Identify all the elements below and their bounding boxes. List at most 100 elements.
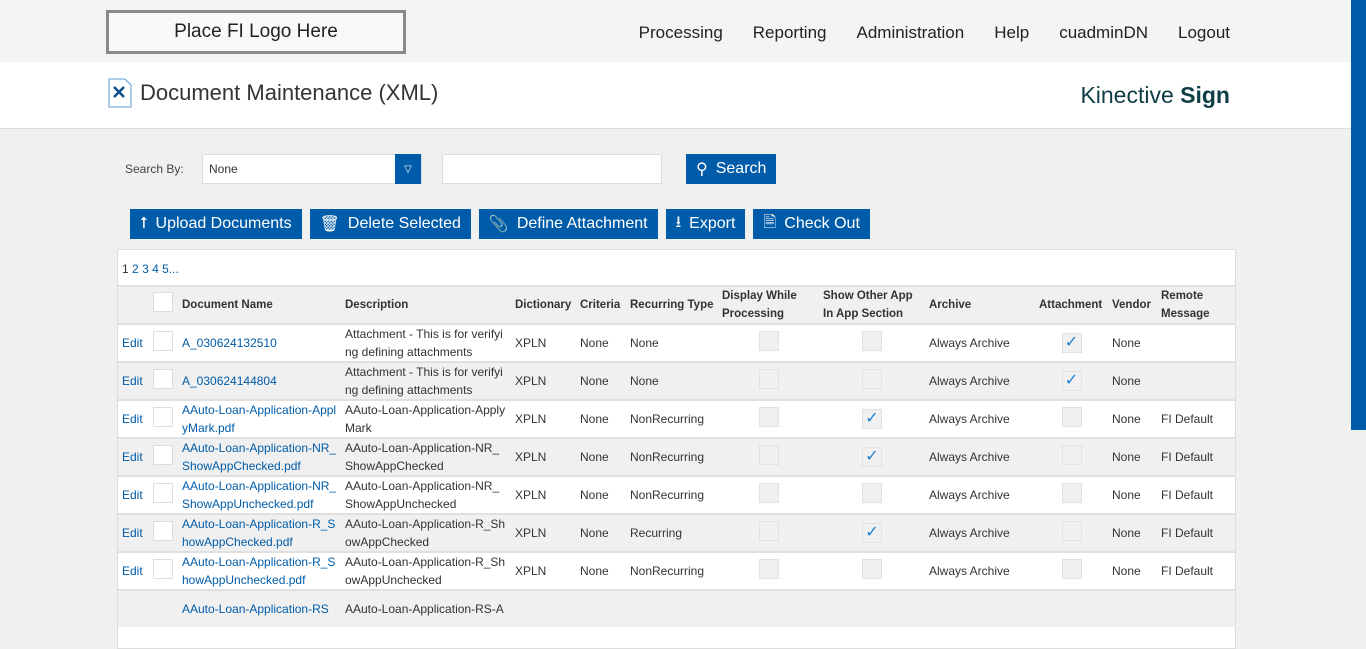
display-while-processing-checkbox [758,406,779,427]
col-description[interactable]: Description [341,285,511,324]
row-select-checkbox[interactable] [153,368,173,389]
row-select-checkbox[interactable] [153,330,173,351]
show-other-app-checkbox [862,482,882,503]
col-remote-message[interactable]: Remote Message [1157,285,1235,324]
check-out-button[interactable]: 🗎 Check Out [753,209,870,239]
nav-processing[interactable]: Processing [638,23,723,42]
document-name-link[interactable]: AAuto-Loan-Application-R_ShowAppUnchecke… [182,555,336,587]
define-attachment-button[interactable]: 📎 Define Attachment [478,209,658,239]
nav-help[interactable]: Help [994,23,1030,42]
page-2[interactable]: 2 [132,262,139,276]
attachment-checkbox [1061,520,1082,541]
table-header: Document Name Description Dictionary Cri… [118,285,1235,324]
col-recurring-type[interactable]: Recurring Type [626,285,718,324]
nav-reporting[interactable]: Reporting [752,23,827,42]
criteria: None [576,475,626,514]
edit-link[interactable]: Edit [122,564,143,578]
edit-link[interactable]: Edit [122,526,143,540]
recurring-type: Recurring [626,513,718,552]
description: Attachment - This is for verifying defin… [341,323,511,362]
row-select-checkbox[interactable] [153,520,173,541]
recurring-type: NonRecurring [626,475,718,514]
delete-selected-button[interactable]: 🗑 Delete Selected [309,209,471,239]
document-name-link[interactable]: A_030624132510 [182,336,277,350]
page-1[interactable]: 1 [122,262,129,276]
edit-link[interactable]: Edit [122,450,143,464]
col-document-name[interactable]: Document Name [178,285,341,324]
dictionary: XPLN [511,437,576,476]
col-archive[interactable]: Archive [925,285,1035,324]
description: AAuto-Loan-Application-RS-A [341,589,511,627]
document-name-link[interactable]: A_030624144804 [182,374,277,388]
search-input[interactable] [442,154,662,184]
document-name-link[interactable]: AAuto-Loan-Application-R_ShowAppChecked.… [182,517,336,549]
search-button[interactable]: ⚲ Search [686,154,777,184]
search-by-select[interactable]: None ▽ [202,154,422,184]
description: AAuto-Loan-Application-R_ShowAppChecked [341,513,511,552]
main-nav: Processing Reporting Administration Help… [639,23,1230,43]
criteria [576,589,626,627]
remote-message [1157,323,1235,362]
recurring-type: None [626,361,718,400]
col-dictionary[interactable]: Dictionary [511,285,576,324]
brand-logo: Kinective Sign [1080,82,1230,108]
search-by-label: Search By: [125,162,184,176]
paperclip-icon: 📎 [488,216,509,233]
page-title: Document Maintenance (XML) [140,80,439,105]
select-all-checkbox[interactable] [153,292,173,312]
row-select-checkbox[interactable] [153,482,173,503]
table-row: Edit AAuto-Loan-Application-R_ShowAppUnc… [118,551,1235,590]
edit-link[interactable]: Edit [122,488,143,502]
attachment-checkbox [1061,406,1082,427]
col-attachment[interactable]: Attachment [1035,285,1108,324]
page-5[interactable]: 5 [162,262,169,276]
document-name-link[interactable]: AAuto-Loan-Application-ApplyMark.pdf [182,403,337,435]
recurring-type: NonRecurring [626,551,718,590]
row-select-checkbox[interactable] [153,406,173,427]
nav-administration[interactable]: Administration [856,23,965,42]
table-row: Edit AAuto-Loan-Application-R_ShowAppChe… [118,513,1235,552]
col-show-other-app[interactable]: Show Other App In App Section [819,285,925,324]
dictionary: XPLN [511,323,576,362]
edit-link[interactable]: Edit [122,374,143,388]
attachment-checkbox [1061,444,1082,465]
description: AAuto-Loan-Application-NR_ShowAppUncheck… [341,475,511,514]
checkmark-icon: ✓ [865,524,879,541]
criteria: None [576,513,626,552]
recurring-type: NonRecurring [626,437,718,476]
chevron-down-icon[interactable]: ▽ [395,154,421,184]
col-vendor[interactable]: Vendor [1108,285,1157,324]
table-row: Edit A_030624144804 Attachment - This is… [118,361,1235,400]
table-row: Edit AAuto-Loan-Application-NR_ShowAppUn… [118,475,1235,514]
display-while-processing-checkbox [758,330,779,351]
edit-link[interactable]: Edit [122,336,143,350]
nav-logout[interactable]: Logout [1178,23,1230,42]
page-4[interactable]: 4 [152,262,159,276]
col-display-while-processing[interactable]: Display While Processing [718,285,819,324]
edit-link[interactable]: Edit [122,412,143,426]
document-name-link[interactable]: AAuto-Loan-Application-NR_ShowAppUncheck… [182,479,337,511]
pagination: 1 2 3 4 5... [118,250,1235,285]
upload-documents-button[interactable]: ⭡ Upload Documents [130,209,302,239]
remote-message [1157,361,1235,400]
checkmark-icon: ✓ [865,448,879,465]
show-other-app-checkbox: ✓ [862,409,882,429]
row-select-checkbox[interactable] [153,444,173,465]
scrollbar[interactable] [1351,0,1366,430]
title-band: Document Maintenance (XML) Kinective Sig… [0,62,1366,129]
document-name-link[interactable]: AAuto-Loan-Application-RS [182,602,329,616]
description: AAuto-Loan-Application-NR_ShowAppChecked [341,437,511,476]
archive: Always Archive [925,361,1035,400]
row-select-checkbox[interactable] [153,558,173,579]
export-button[interactable]: ⭳ Export [665,209,746,239]
display-while-processing-checkbox [758,368,779,389]
upload-icon: ⭡ [140,215,148,232]
col-criteria[interactable]: Criteria [576,285,626,324]
document-name-link[interactable]: AAuto-Loan-Application-NR_ShowAppChecked… [182,441,337,473]
page-3[interactable]: 3 [142,262,149,276]
archive: Always Archive [925,323,1035,362]
dictionary: XPLN [511,551,576,590]
nav-user[interactable]: cuadminDN [1059,23,1148,42]
page-more[interactable]: ... [168,262,179,276]
display-while-processing-checkbox [758,482,779,503]
